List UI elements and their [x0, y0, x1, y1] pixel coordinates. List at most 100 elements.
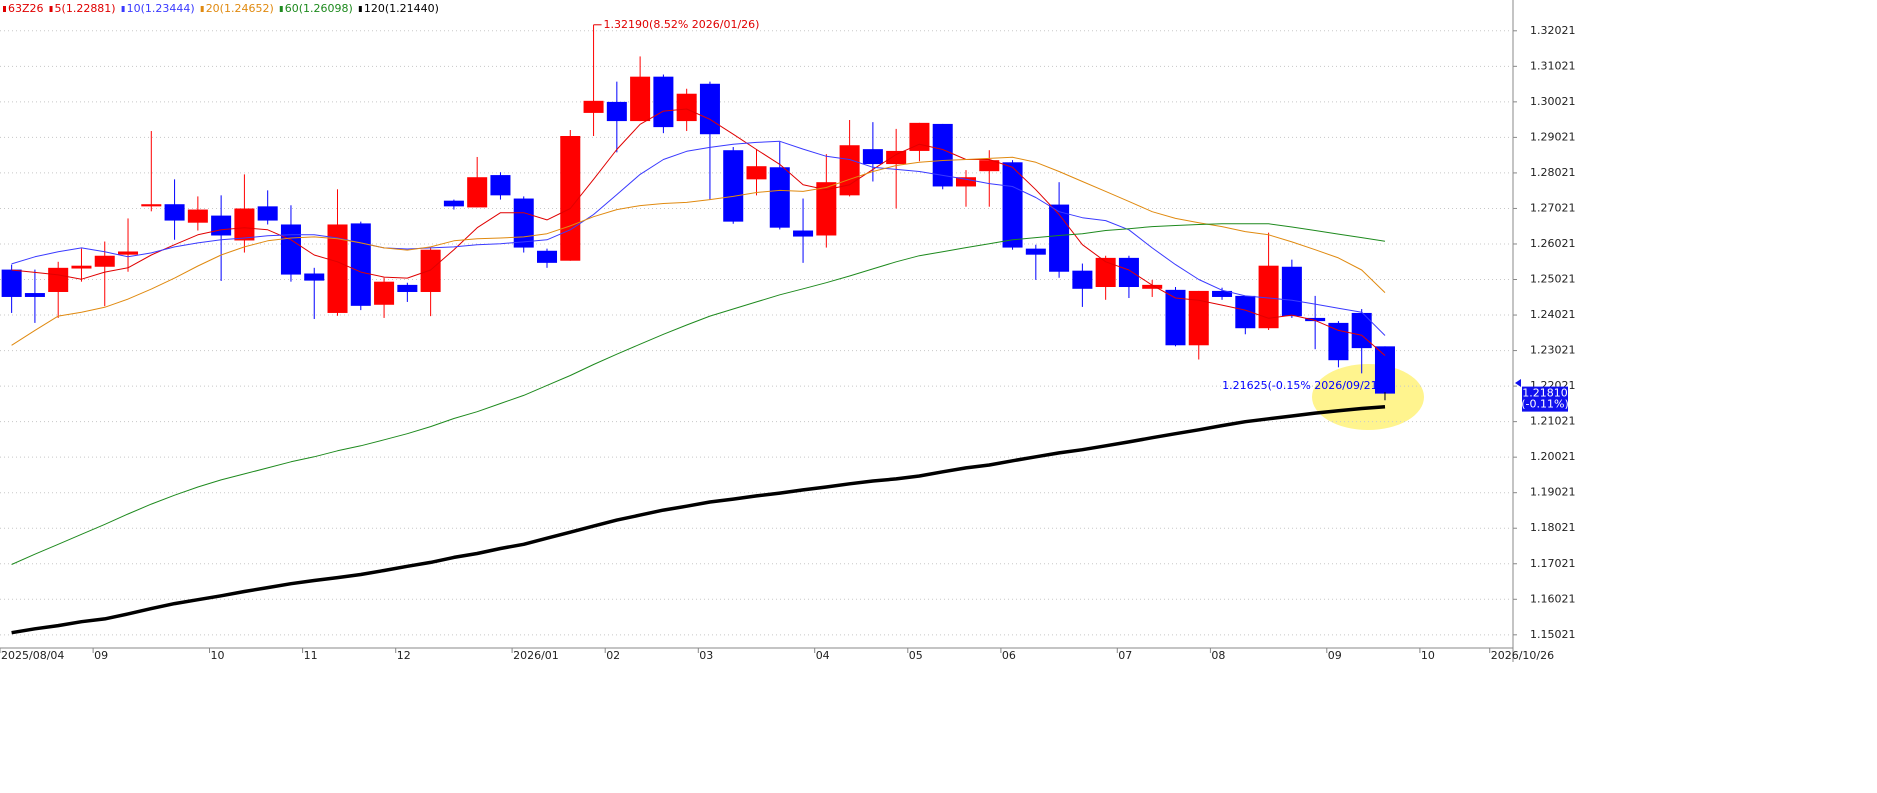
- candle-body: [1142, 284, 1163, 289]
- candle-body: [118, 251, 139, 255]
- y-tick-label: 1.19021: [1530, 486, 1576, 499]
- x-tick-label: 10: [210, 649, 224, 662]
- candle-body: [1212, 290, 1233, 297]
- candle-body: [536, 250, 558, 263]
- candle-body: [211, 215, 232, 236]
- candle-body: [94, 255, 115, 267]
- last-price-change: (-0.11%): [1521, 398, 1569, 411]
- candle-body: [560, 136, 581, 261]
- legend-entry: 120(1.21440): [364, 2, 439, 15]
- y-tick-label: 1.20021: [1530, 450, 1576, 463]
- y-tick-label: 1.31021: [1530, 59, 1576, 72]
- candle-body: [630, 76, 651, 122]
- x-tick-label: 04: [816, 649, 830, 662]
- candle-body: [1305, 317, 1326, 322]
- legend-entry: 60(1.26098): [285, 2, 353, 15]
- candle-body: [839, 145, 860, 196]
- candle-body: [606, 101, 627, 122]
- last-price-label: 1.21810: [1522, 387, 1568, 400]
- legend-entry: 20(1.24652): [206, 2, 274, 15]
- legend-entry-marker: [279, 6, 283, 12]
- candle-body: [1374, 346, 1395, 394]
- x-tick-label: 2025/08/04: [1, 649, 64, 662]
- x-tick-label: 09: [94, 649, 108, 662]
- y-tick-label: 1.15021: [1530, 628, 1576, 641]
- annotation: 1.32190(8.52% 2026/01/26): [604, 18, 760, 31]
- highlight-ellipse: [1312, 364, 1424, 430]
- candle-body: [1002, 162, 1023, 248]
- candle-body: [816, 182, 837, 236]
- candle-body: [676, 93, 697, 122]
- candle-body: [1351, 312, 1372, 349]
- x-tick-label: 08: [1211, 649, 1225, 662]
- candle-body: [257, 206, 278, 221]
- last-price-box: [1522, 386, 1568, 412]
- x-tick-label: 02: [606, 649, 620, 662]
- legend-entry: 5(1.22881): [55, 2, 116, 15]
- y-tick-label: 1.29021: [1530, 130, 1576, 143]
- candle-body: [397, 284, 418, 292]
- candle-body: [699, 83, 720, 135]
- candle-body: [769, 167, 790, 228]
- candle-body: [1072, 270, 1093, 289]
- x-tick-label: 12: [397, 649, 411, 662]
- candle-body: [653, 76, 674, 128]
- x-tick-label: 07: [1118, 649, 1132, 662]
- candle-body: [513, 198, 534, 248]
- candle-body: [979, 160, 1000, 172]
- x-tick-label: 10: [1421, 649, 1435, 662]
- candle-body: [723, 150, 744, 222]
- legend-symbol-marker: [3, 6, 6, 12]
- candle-body: [1235, 295, 1256, 329]
- candle-body: [164, 204, 185, 221]
- candle-body: [71, 265, 92, 269]
- legend-entry-marker: [49, 6, 53, 12]
- candle-body: [932, 123, 953, 187]
- candle-body: [1328, 322, 1349, 361]
- candle-body: [374, 281, 395, 305]
- candle-body: [304, 273, 325, 281]
- candle-body: [1281, 266, 1302, 317]
- candle-body: [234, 208, 255, 241]
- candle-body: [443, 200, 464, 207]
- price-pointer: [1515, 379, 1521, 387]
- y-tick-label: 1.30021: [1530, 95, 1576, 108]
- candle-body: [886, 150, 907, 165]
- candle-body: [1165, 289, 1186, 346]
- candle-body: [1025, 248, 1046, 255]
- legend-symbol: 63Z26: [8, 2, 44, 15]
- candle-body: [1258, 265, 1279, 329]
- candle-body: [1, 269, 22, 297]
- legend-entry: 10(1.23444): [127, 2, 195, 15]
- y-tick-label: 1.17021: [1530, 557, 1576, 570]
- y-tick-label: 1.21021: [1530, 415, 1576, 428]
- candle-body: [1095, 257, 1116, 288]
- legend-entry-marker: [121, 6, 125, 12]
- annotation: 1.21625(-0.15% 2026/09/21): [1222, 379, 1382, 392]
- ma-line: [11, 140, 1386, 336]
- x-tick-label: 03: [699, 649, 713, 662]
- y-tick-label: 1.23021: [1530, 344, 1576, 357]
- x-tick-label: 2026/01: [513, 649, 559, 662]
- x-tick-label: 05: [909, 649, 923, 662]
- legend-entry-marker: [358, 6, 362, 12]
- candle-body: [490, 175, 511, 196]
- candle-body: [583, 100, 604, 113]
- candle-body: [187, 209, 208, 223]
- y-tick-label: 1.32021: [1530, 24, 1576, 37]
- candle-body: [420, 249, 441, 292]
- ma-line: [11, 108, 1386, 356]
- candle-body: [746, 166, 767, 180]
- y-tick-label: 1.25021: [1530, 273, 1576, 286]
- ma-line: [11, 404, 1386, 635]
- legend-entry-marker: [200, 6, 204, 12]
- candle-body: [48, 267, 69, 292]
- candle-body: [909, 122, 930, 151]
- y-tick-label: 1.28021: [1530, 166, 1576, 179]
- y-tick-label: 1.27021: [1530, 201, 1576, 214]
- candle-body: [350, 223, 371, 306]
- candle-body: [141, 204, 162, 207]
- y-tick-label: 1.24021: [1530, 308, 1576, 321]
